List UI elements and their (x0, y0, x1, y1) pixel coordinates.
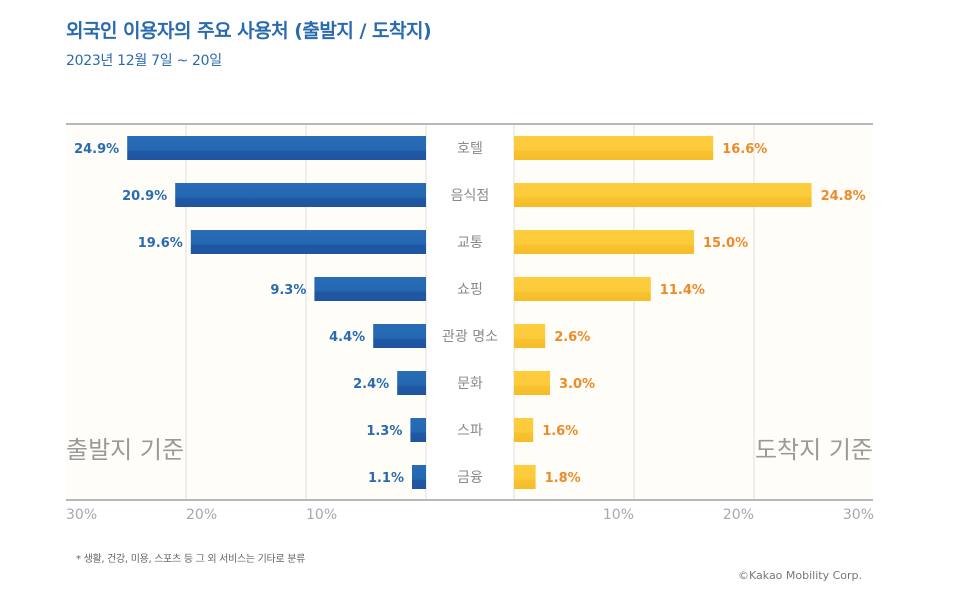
footnote: * 생활, 건강, 미용, 스포츠 등 그 외 서비스는 기타로 분류 (76, 554, 306, 565)
data-label-arrival: 16.6% (722, 142, 767, 157)
bar-arrival (514, 183, 812, 207)
data-label-arrival: 1.6% (542, 424, 578, 439)
data-label-arrival: 11.4% (660, 283, 705, 298)
data-label-departure: 2.4% (353, 377, 389, 392)
x-tick-label-right: 20% (723, 507, 754, 523)
x-tick-label-left: 10% (306, 507, 337, 523)
category-label: 쇼핑 (457, 282, 483, 298)
data-label-departure: 24.9% (74, 142, 119, 157)
category-label: 금융 (457, 470, 483, 486)
category-label: 호텔 (457, 141, 483, 157)
data-label-departure: 20.9% (122, 189, 167, 204)
bar-departure (373, 324, 426, 348)
chart-title: 외국인 이용자의 주요 사용처 (출발지 / 도착지) (66, 20, 432, 42)
category-label: 관광 명소 (442, 329, 498, 345)
category-label: 교통 (457, 235, 483, 251)
bar-departure (412, 465, 426, 489)
bar-departure (127, 136, 426, 160)
category-band (426, 124, 514, 500)
chart-subtitle: 2023년 12월 7일 ~ 20일 (66, 53, 222, 69)
bar-departure (410, 418, 426, 442)
bar-departure (314, 277, 426, 301)
x-tick-label-left: 30% (66, 507, 97, 523)
bar-arrival (514, 230, 694, 254)
data-label-departure: 19.6% (138, 236, 183, 251)
data-label-arrival: 1.8% (545, 471, 581, 486)
data-label-departure: 4.4% (329, 330, 365, 345)
bar-arrival (514, 371, 550, 395)
watermark-arrival: 도착지 기준 (755, 436, 873, 464)
data-label-arrival: 3.0% (559, 377, 595, 392)
data-label-arrival: 24.8% (821, 189, 866, 204)
data-label-departure: 1.1% (368, 471, 404, 486)
x-tick-label-left: 20% (186, 507, 217, 523)
data-label-arrival: 2.6% (554, 330, 590, 345)
category-label: 문화 (457, 376, 483, 392)
bar-arrival (514, 324, 546, 348)
bar-departure (175, 183, 426, 207)
bar-arrival (514, 465, 536, 489)
data-label-departure: 9.3% (270, 283, 306, 298)
watermark-departure: 출발지 기준 (66, 436, 184, 464)
bar-arrival (514, 277, 651, 301)
bar-departure (397, 371, 426, 395)
bar-arrival (514, 136, 714, 160)
category-label: 스파 (457, 423, 483, 439)
bar-arrival (514, 418, 534, 442)
category-label: 음식점 (451, 188, 490, 204)
copyright: ©Kakao Mobility Corp. (738, 569, 863, 582)
data-label-departure: 1.3% (366, 424, 402, 439)
x-tick-label-right: 10% (603, 507, 634, 523)
x-tick-label-right: 30% (843, 507, 874, 523)
bar-departure (190, 230, 426, 254)
data-label-arrival: 15.0% (703, 236, 748, 251)
